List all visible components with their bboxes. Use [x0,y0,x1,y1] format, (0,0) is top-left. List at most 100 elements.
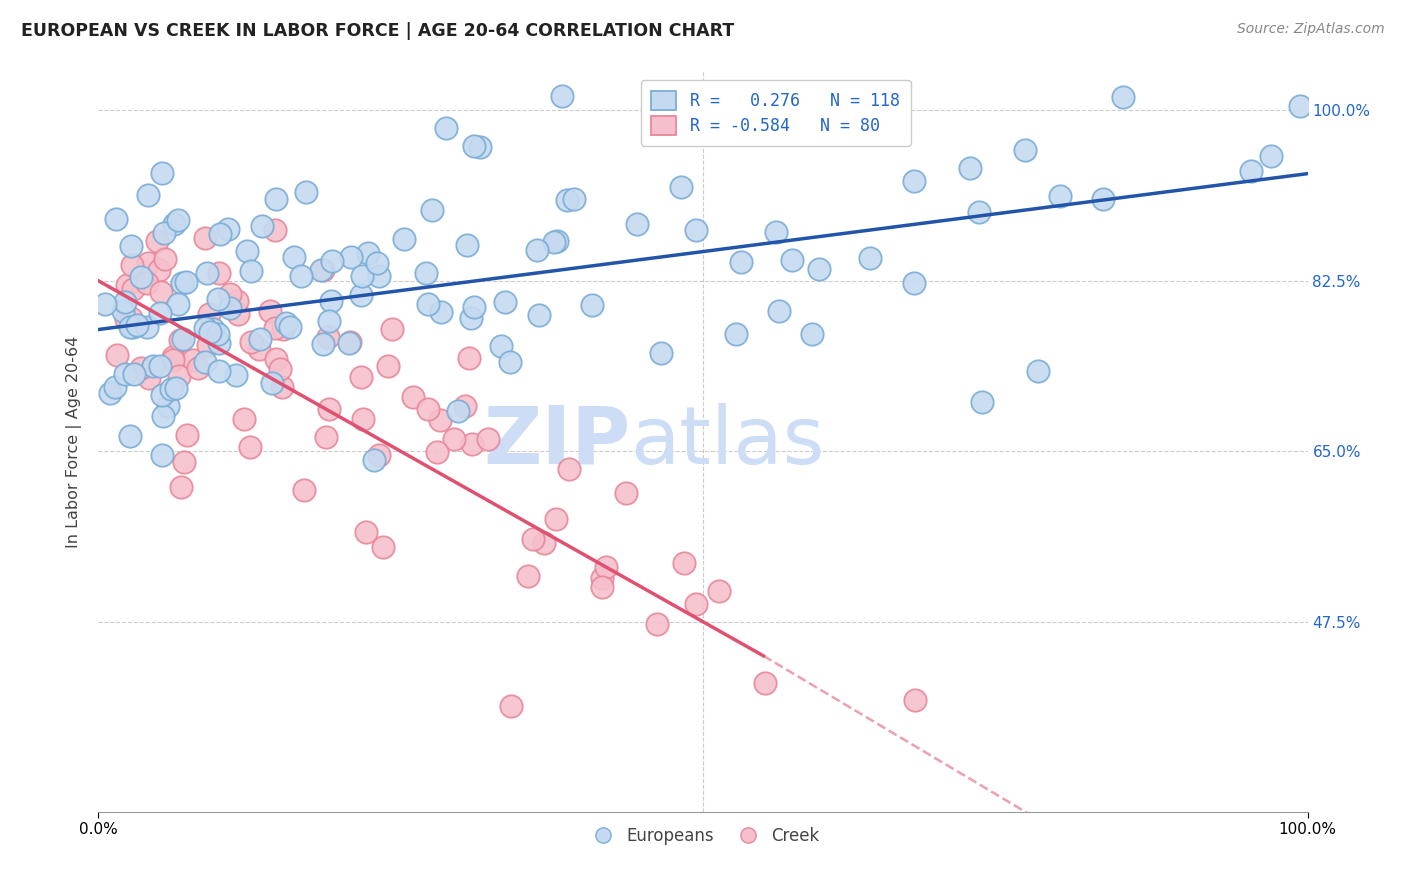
Point [645,617,668,632]
Point [318,314,340,328]
Point [200,325,222,339]
Point [145,234,167,248]
Point [903,277,925,291]
Point [321,254,343,268]
Point [208,364,231,378]
Point [198,307,221,321]
Point [402,390,425,404]
Point [685,598,707,612]
Point [339,334,361,349]
Point [136,276,159,290]
Point [454,400,477,414]
Point [415,266,437,280]
Point [181,353,204,368]
Point [337,335,360,350]
Point [208,266,231,280]
Point [903,173,925,187]
Point [239,334,262,349]
Point [416,402,439,417]
Point [311,263,333,277]
Point [443,432,465,446]
Point [460,437,482,451]
Point [522,532,544,546]
Point [114,312,136,326]
Point [801,326,824,341]
Point [94,297,117,311]
Y-axis label: In Labor Force | Age 20-64: In Labor Force | Age 20-64 [66,335,83,548]
Point [105,348,128,362]
Point [319,294,342,309]
Point [356,525,378,540]
Point [115,277,138,292]
Point [124,368,146,382]
Point [967,205,990,219]
Point [543,235,565,250]
Point [392,232,415,246]
Point [468,139,491,153]
Point [169,368,191,383]
Point [202,322,225,336]
Point [150,166,173,180]
Point [127,318,149,332]
Point [533,536,555,550]
Point [494,294,516,309]
Point [259,303,281,318]
Point [650,346,672,360]
Point [122,320,145,334]
Point [426,445,449,459]
Point [131,360,153,375]
Point [114,294,136,309]
Point [269,361,291,376]
Point [1112,90,1135,104]
Point [672,557,695,571]
Point [173,455,195,469]
Point [591,570,613,584]
Point [368,268,391,283]
Point [166,297,188,311]
Point [194,231,217,245]
Point [377,359,399,373]
Point [1049,188,1071,202]
Point [591,580,613,594]
Point [271,322,294,336]
Point [1026,364,1049,378]
Point [194,355,217,369]
Point [366,255,388,269]
Point [420,202,443,217]
Point [339,251,361,265]
Point [546,234,568,248]
Point [972,395,994,409]
Point [142,359,165,373]
Point [157,399,180,413]
Point [278,320,301,334]
Point [136,320,159,334]
Point [195,266,218,280]
Point [283,250,305,264]
Point [136,256,159,270]
Point [447,404,470,418]
Point [136,188,159,202]
Point [315,430,337,444]
Point [316,329,339,343]
Point [155,252,177,266]
Point [1014,143,1036,157]
Text: Source: ZipAtlas.com: Source: ZipAtlas.com [1237,22,1385,37]
Point [725,327,748,342]
Point [807,262,830,277]
Point [429,413,451,427]
Point [162,353,184,368]
Point [1260,149,1282,163]
Point [765,225,787,239]
Point [264,223,287,237]
Point [225,368,247,383]
Point [707,583,730,598]
Point [730,255,752,269]
Point [207,327,229,342]
Point [114,367,136,381]
Point [163,217,186,231]
Point [463,300,485,314]
Text: EUROPEAN VS CREEK IN LABOR FORCE | AGE 20-64 CORRELATION CHART: EUROPEAN VS CREEK IN LABOR FORCE | AGE 2… [21,22,734,40]
Point [239,440,262,454]
Point [240,264,263,278]
Point [232,411,254,425]
